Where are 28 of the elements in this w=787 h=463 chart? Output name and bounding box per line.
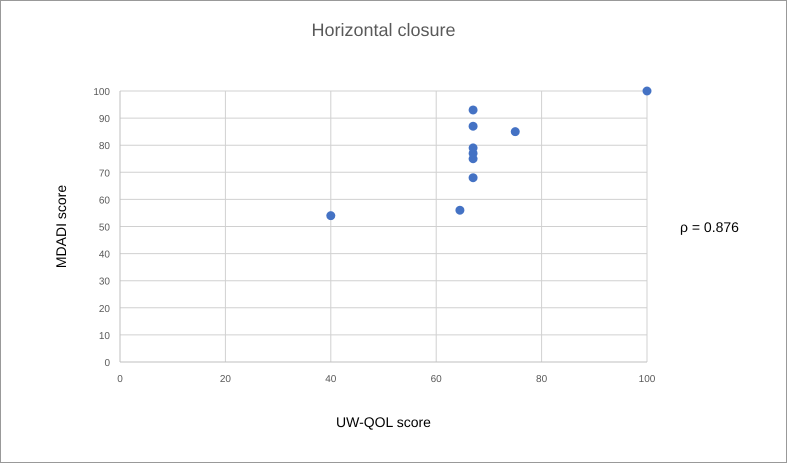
y-tick-label: 50: [98, 222, 110, 234]
point: [326, 211, 336, 220]
y-tick-label: 20: [98, 304, 110, 315]
y-tick-label: 70: [98, 168, 110, 180]
y-tick-label: 60: [98, 195, 110, 206]
point: [642, 86, 652, 96]
point: [468, 105, 478, 114]
y-tick-label: 30: [98, 276, 110, 288]
y-tick-label: 40: [98, 250, 110, 261]
point: [468, 122, 478, 131]
point: [455, 206, 464, 215]
y-tick-label: 100: [93, 87, 110, 98]
y-tick-label: 90: [98, 114, 110, 126]
x-tick-label: 40: [325, 374, 337, 385]
y-axis-title: MDADI score: [53, 184, 69, 268]
point: [468, 173, 478, 182]
x-tick-label: 80: [536, 374, 548, 385]
chart-title: Horizontal closure: [311, 20, 456, 40]
text: ρ = 0.876: [680, 219, 740, 235]
point: [510, 127, 520, 136]
x-tick-label: 0: [117, 374, 124, 385]
x-tick-label: 20: [220, 374, 232, 385]
x-tick-label: 100: [638, 374, 656, 385]
x-axis-title: UW-QOL score: [336, 414, 432, 430]
y-tick-label: 0: [104, 358, 110, 369]
y-tick-label: 10: [98, 330, 110, 342]
x-tick-label: 60: [430, 374, 442, 385]
y-tick-label: 80: [98, 141, 110, 152]
